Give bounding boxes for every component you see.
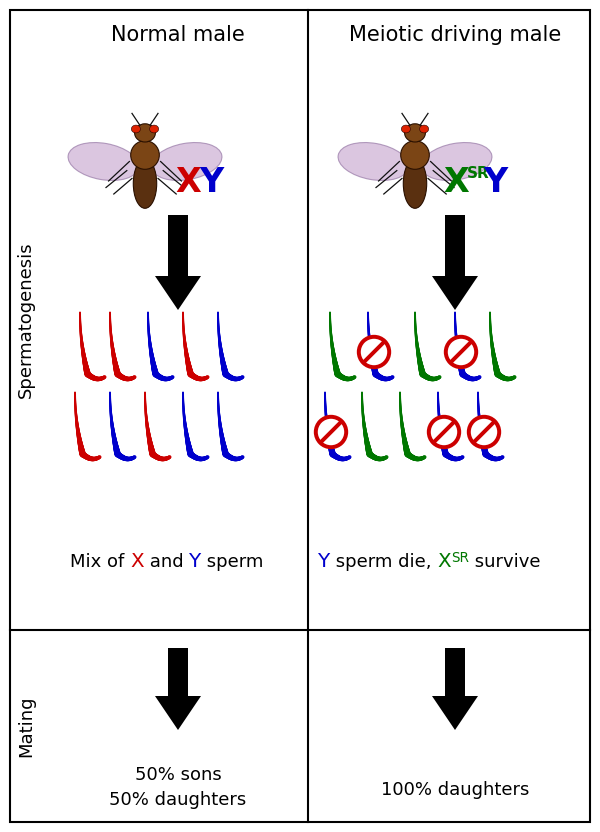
Polygon shape — [432, 696, 478, 730]
Text: 50% daughters: 50% daughters — [109, 791, 247, 809]
Text: sperm die,: sperm die, — [330, 553, 437, 571]
Circle shape — [469, 417, 499, 448]
Ellipse shape — [421, 142, 492, 181]
Text: Y: Y — [318, 552, 330, 571]
Circle shape — [359, 337, 389, 367]
Ellipse shape — [134, 124, 155, 142]
Bar — [168, 215, 188, 276]
Circle shape — [446, 337, 476, 367]
Ellipse shape — [338, 142, 409, 181]
Text: SR: SR — [467, 166, 490, 181]
Ellipse shape — [68, 142, 139, 181]
Circle shape — [316, 417, 346, 448]
Ellipse shape — [131, 141, 160, 169]
Text: Mix of: Mix of — [70, 553, 130, 571]
Ellipse shape — [151, 142, 222, 181]
Ellipse shape — [419, 125, 428, 133]
Text: Y: Y — [199, 166, 223, 200]
Polygon shape — [155, 696, 201, 730]
Text: Mating: Mating — [17, 696, 35, 757]
Circle shape — [429, 417, 459, 448]
Text: X: X — [130, 552, 143, 571]
Ellipse shape — [403, 159, 427, 208]
Ellipse shape — [404, 124, 425, 142]
Text: sperm: sperm — [201, 553, 263, 571]
Polygon shape — [155, 276, 201, 310]
Ellipse shape — [131, 125, 140, 133]
Text: 100% daughters: 100% daughters — [381, 781, 529, 799]
Bar — [445, 648, 465, 696]
Bar — [168, 648, 188, 696]
Text: 50% sons: 50% sons — [134, 766, 221, 784]
Ellipse shape — [401, 141, 430, 169]
Text: Meiotic driving male: Meiotic driving male — [349, 25, 561, 45]
Bar — [445, 215, 465, 276]
Ellipse shape — [133, 159, 157, 208]
Ellipse shape — [401, 125, 410, 133]
Polygon shape — [432, 276, 478, 310]
Text: survive: survive — [469, 553, 541, 571]
Text: X: X — [437, 552, 451, 571]
Text: Y: Y — [189, 552, 201, 571]
Text: Spermatogenesis: Spermatogenesis — [17, 241, 35, 399]
Text: X: X — [175, 166, 201, 200]
Ellipse shape — [149, 125, 158, 133]
Text: Normal male: Normal male — [111, 25, 245, 45]
Text: Y: Y — [483, 166, 507, 200]
Text: and: and — [143, 553, 189, 571]
Text: X: X — [443, 166, 469, 200]
Text: SR: SR — [451, 551, 469, 565]
